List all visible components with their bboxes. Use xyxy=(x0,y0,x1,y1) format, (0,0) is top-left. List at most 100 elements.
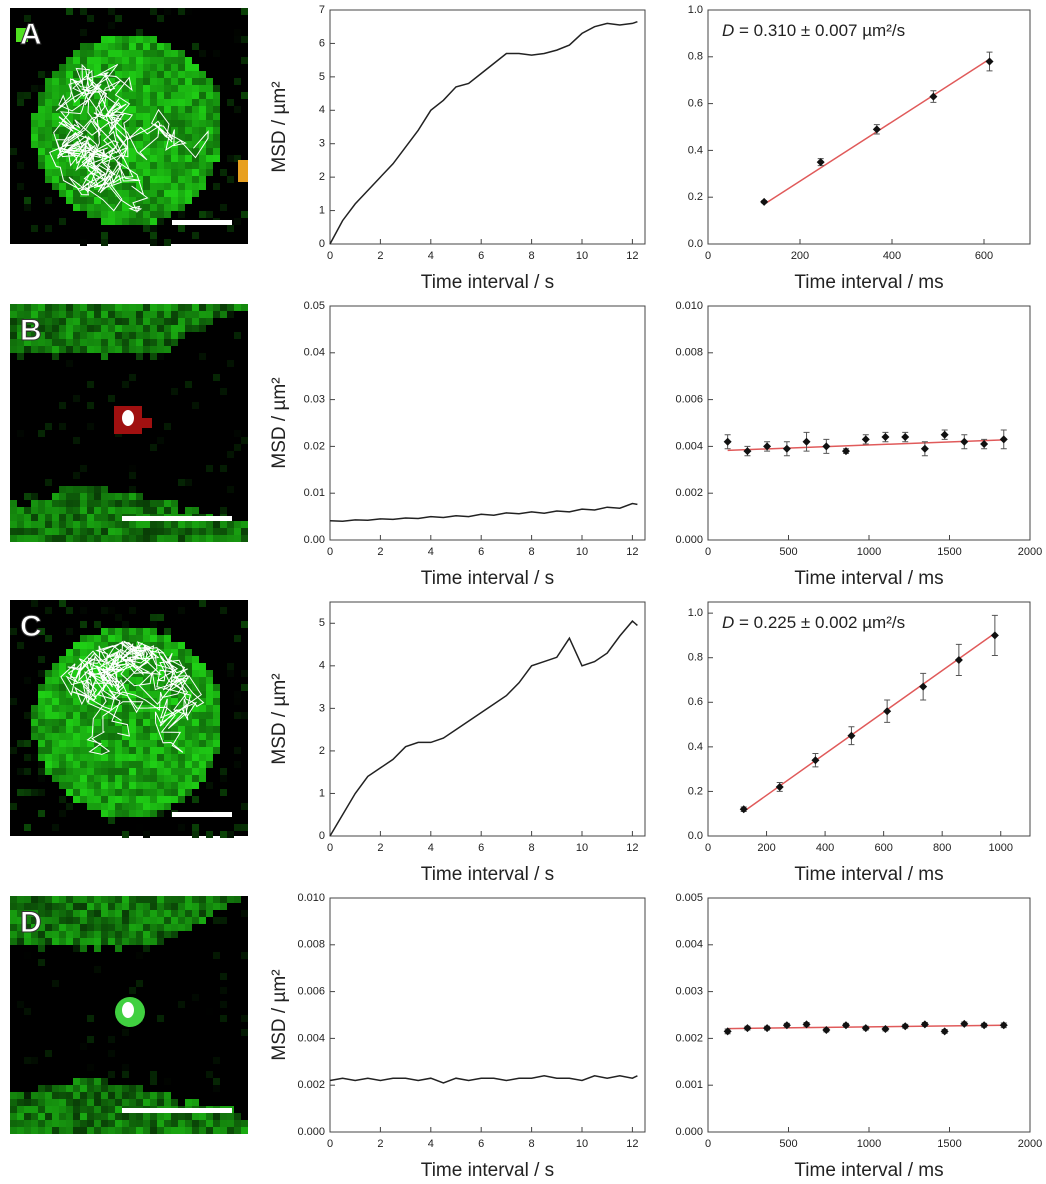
pixel xyxy=(38,521,45,528)
pixel xyxy=(143,1120,150,1127)
pixel xyxy=(24,346,31,353)
pixel xyxy=(66,726,73,733)
pixel xyxy=(227,896,234,903)
pixel xyxy=(24,507,31,514)
pixel xyxy=(59,1099,66,1106)
pixel xyxy=(31,113,38,120)
pixel xyxy=(178,1127,185,1134)
pixel xyxy=(129,803,136,810)
pixel xyxy=(157,332,164,339)
pixel xyxy=(115,628,122,635)
pixel xyxy=(199,761,206,768)
pixel xyxy=(38,719,45,726)
pixel xyxy=(192,761,199,768)
pixel xyxy=(150,528,157,535)
pixel xyxy=(80,197,87,204)
pixel xyxy=(136,740,143,747)
pixel xyxy=(24,1092,31,1099)
pixel xyxy=(129,311,136,318)
pixel xyxy=(164,663,171,670)
pixel xyxy=(164,43,171,50)
annotation: D = 0.225 ± 0.002 µm²/s xyxy=(722,613,905,632)
pixel xyxy=(10,311,17,318)
pixel xyxy=(38,691,45,698)
pixel xyxy=(17,910,24,917)
pixel xyxy=(10,528,17,535)
pixel xyxy=(94,311,101,318)
pixel xyxy=(87,346,94,353)
pixel xyxy=(206,910,213,917)
y-tick-label: 0.002 xyxy=(675,487,703,499)
pixel xyxy=(38,92,45,99)
pixel xyxy=(108,691,115,698)
pixel xyxy=(206,712,213,719)
pixel xyxy=(24,535,31,542)
pixel xyxy=(122,521,129,528)
pixel xyxy=(136,148,143,155)
pixel xyxy=(185,521,192,528)
pixel xyxy=(80,311,87,318)
pixel xyxy=(24,92,31,99)
pixel xyxy=(122,339,129,346)
pixel xyxy=(108,521,115,528)
pixel xyxy=(150,938,157,945)
pixel xyxy=(115,698,122,705)
pixel xyxy=(171,183,178,190)
pixel xyxy=(108,528,115,535)
x-tick-label: 500 xyxy=(779,546,797,558)
pixel xyxy=(45,500,52,507)
data-point xyxy=(816,158,825,167)
pixel xyxy=(101,85,108,92)
pixel xyxy=(206,782,213,789)
pixel xyxy=(150,141,157,148)
pixel xyxy=(66,691,73,698)
pixel xyxy=(129,493,136,500)
pixel xyxy=(24,1127,31,1134)
pixel xyxy=(164,71,171,78)
pixel xyxy=(38,325,45,332)
pixel xyxy=(108,318,115,325)
fit-line xyxy=(727,439,1004,452)
y-tick-label: 3 xyxy=(319,702,325,714)
panel-letter: A xyxy=(20,18,42,51)
pixel xyxy=(80,325,87,332)
pixel xyxy=(150,712,157,719)
pixel xyxy=(17,507,24,514)
pixel xyxy=(178,71,185,78)
pixel xyxy=(136,50,143,57)
pixel xyxy=(94,621,101,628)
pixel xyxy=(164,99,171,106)
pixel xyxy=(199,120,206,127)
pixel xyxy=(108,910,115,917)
pixel xyxy=(164,789,171,796)
pixel xyxy=(80,535,87,542)
pixel xyxy=(52,304,59,311)
data-point xyxy=(723,437,732,446)
pixel xyxy=(199,311,206,318)
pixel xyxy=(157,768,164,775)
pixel xyxy=(52,113,59,120)
pixel xyxy=(129,113,136,120)
pixel xyxy=(59,423,66,430)
pixel xyxy=(185,120,192,127)
pixel xyxy=(101,318,108,325)
pixel xyxy=(178,796,185,803)
pixel xyxy=(129,155,136,162)
pixel xyxy=(199,528,206,535)
pixel xyxy=(108,71,115,78)
pixel xyxy=(122,1064,129,1071)
pixel xyxy=(66,803,73,810)
pixel xyxy=(38,1113,45,1120)
pixel xyxy=(185,747,192,754)
pixel xyxy=(129,141,136,148)
pixel xyxy=(150,747,157,754)
pixel xyxy=(157,712,164,719)
pixel xyxy=(115,311,122,318)
pixel xyxy=(157,113,164,120)
pixel xyxy=(150,43,157,50)
scale-bar xyxy=(122,516,232,521)
pixel xyxy=(199,92,206,99)
pixel xyxy=(45,691,52,698)
pixel xyxy=(24,514,31,521)
pixel xyxy=(178,528,185,535)
